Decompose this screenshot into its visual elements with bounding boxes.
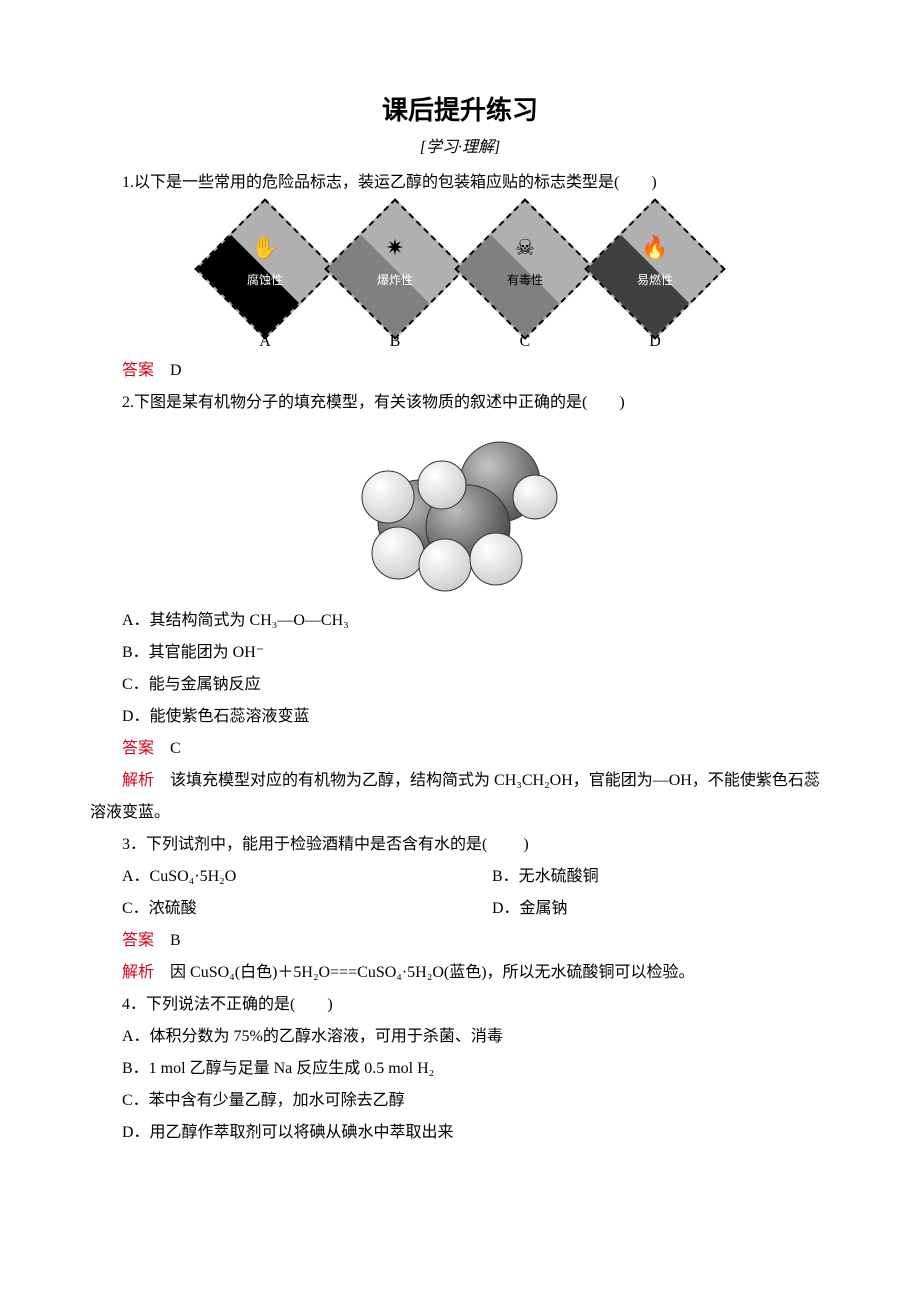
q2-answer-label: 答案 xyxy=(122,740,154,757)
q4-opt-b: B．1 mol 乙醇与足量 Na 反应生成 0.5 mol H₂ xyxy=(90,1053,830,1085)
q2-stem: 2.下图是某有机物分子的填充模型，有关该物质的叙述中正确的是( ) xyxy=(90,387,830,419)
toxic-icon: ☠ xyxy=(465,235,585,261)
q3-explain-text: 因 CuSO₄(白色)＋5H₂O===CuSO₄·5H₂O(蓝色)，所以无水硫酸… xyxy=(170,964,695,981)
q3-stem: 3．下列试剂中，能用于检验酒精中是否含有水的是( ) xyxy=(90,829,830,861)
q4-opt-a: A．体积分数为 75%的乙醇水溶液，可用于杀菌、消毒 xyxy=(90,1021,830,1053)
hazard-b: ✷ 爆炸性 B xyxy=(335,209,455,351)
q3-opt-c: C．浓硫酸 xyxy=(90,893,460,925)
q2-text: 下图是某有机物分子的填充模型，有关该物质的叙述中正确的是( ) xyxy=(134,394,625,411)
q1-answer-line: 答案 D xyxy=(90,355,830,387)
q3-opts-row2: C．浓硫酸 D．金属钠 xyxy=(90,893,830,925)
q3-opt-a: A．CuSO₄·5H₂O xyxy=(90,861,460,893)
hazard-b-diamond: ✷ 爆炸性 xyxy=(335,209,455,329)
q1-hazard-row: ✋ 腐蚀性 A ✷ 爆炸性 B ☠ 有毒性 C 🔥 xyxy=(90,209,830,351)
q3-answer-label: 答案 xyxy=(122,932,154,949)
q2-explain: 解析 该填充模型对应的有机物为乙醇，结构简式为 CH₃CH₂OH，官能团为—OH… xyxy=(90,765,830,829)
q2-answer-line: 答案 C xyxy=(90,733,830,765)
hazard-c-diamond: ☠ 有毒性 xyxy=(465,209,585,329)
q3-opts-row1: A．CuSO₄·5H₂O B．无水硫酸铜 xyxy=(90,861,830,893)
hazard-c-label: 有毒性 xyxy=(465,271,585,288)
flammable-icon: 🔥 xyxy=(595,235,715,261)
q3-opt-d: D．金属钠 xyxy=(460,893,830,925)
q2-opt-b: B．其官能团为 OH⁻ xyxy=(90,637,830,669)
hazard-d-label: 易燃性 xyxy=(595,271,715,288)
q3-explain: 解析 因 CuSO₄(白色)＋5H₂O===CuSO₄·5H₂O(蓝色)，所以无… xyxy=(90,957,830,989)
q1-answer: D xyxy=(170,362,182,379)
q1-stem: 1.以下是一些常用的危险品标志，装运乙醇的包装箱应贴的标志类型是( ) xyxy=(90,167,830,199)
hazard-d: 🔥 易燃性 D xyxy=(595,209,715,351)
q1-prefix: 1. xyxy=(122,174,134,191)
q4-opt-c: C．苯中含有少量乙醇，加水可除去乙醇 xyxy=(90,1085,830,1117)
hazard-c: ☠ 有毒性 C xyxy=(465,209,585,351)
q3-explain-label: 解析 xyxy=(122,964,154,981)
hazard-d-diamond: 🔥 易燃性 xyxy=(595,209,715,329)
page-subtitle: [学习·理解] xyxy=(90,133,830,157)
hazard-a: ✋ 腐蚀性 A xyxy=(205,209,325,351)
page-title: 课后提升练习 xyxy=(90,90,830,127)
q3-answer-line: 答案 B xyxy=(90,925,830,957)
q2-prefix: 2. xyxy=(122,394,134,411)
q2-explain-label: 解析 xyxy=(122,772,154,789)
q4-opt-d: D．用乙醇作萃取剂可以将碘从碘水中萃取出来 xyxy=(90,1117,830,1149)
q4-prefix: 4． xyxy=(122,996,146,1013)
q1-answer-label: 答案 xyxy=(122,362,154,379)
q3-answer: B xyxy=(170,932,181,949)
q1-text: 以下是一些常用的危险品标志，装运乙醇的包装箱应贴的标志类型是( ) xyxy=(134,174,657,191)
q3-opt-b: B．无水硫酸铜 xyxy=(460,861,830,893)
hazard-b-label: 爆炸性 xyxy=(335,271,455,288)
ethanol-model-icon xyxy=(350,427,570,597)
q2-opt-a: A．其结构简式为 CH₃—O—CH₃ xyxy=(90,605,830,637)
q3-text: 下列试剂中，能用于检验酒精中是否含有水的是( ) xyxy=(146,836,529,853)
q2-answer: C xyxy=(170,740,181,757)
hazard-a-label: 腐蚀性 xyxy=(205,271,325,288)
corrosive-icon: ✋ xyxy=(205,235,325,261)
q3-prefix: 3． xyxy=(122,836,146,853)
q4-stem: 4．下列说法不正确的是( ) xyxy=(90,989,830,1021)
q2-explain-text: 该填充模型对应的有机物为乙醇，结构简式为 CH₃CH₂OH，官能团为—OH，不能… xyxy=(90,772,820,821)
q4-text: 下列说法不正确的是( ) xyxy=(146,996,333,1013)
explosive-icon: ✷ xyxy=(335,235,455,261)
q2-opt-d: D．能使紫色石蕊溶液变蓝 xyxy=(90,701,830,733)
q2-model xyxy=(90,427,830,597)
q2-opt-c: C．能与金属钠反应 xyxy=(90,669,830,701)
page: 课后提升练习 [学习·理解] 1.以下是一些常用的危险品标志，装运乙醇的包装箱应… xyxy=(0,0,920,1302)
hazard-a-diamond: ✋ 腐蚀性 xyxy=(205,209,325,329)
